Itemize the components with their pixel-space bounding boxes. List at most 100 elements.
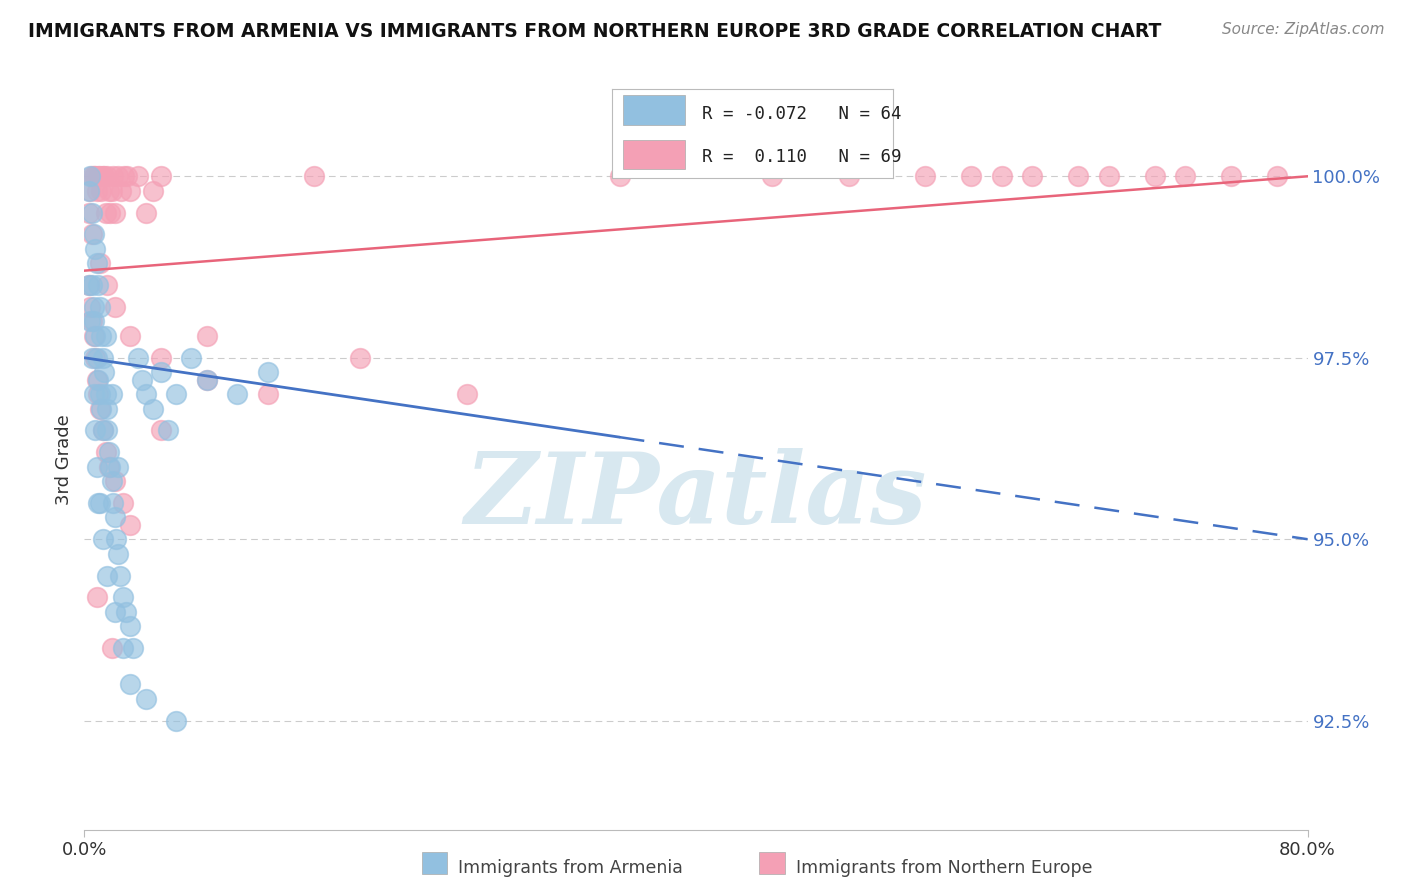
Point bbox=[94, 329, 117, 343]
Point bbox=[84, 242, 107, 256]
Point bbox=[195, 372, 218, 386]
Point bbox=[89, 169, 111, 184]
Point bbox=[79, 300, 101, 314]
Point bbox=[77, 278, 100, 293]
Point bbox=[96, 423, 118, 437]
Point bbox=[89, 496, 111, 510]
Point bbox=[86, 256, 108, 270]
Point bbox=[111, 496, 134, 510]
Point bbox=[105, 533, 128, 547]
Point bbox=[91, 351, 114, 365]
Point bbox=[86, 351, 108, 365]
Point bbox=[83, 387, 105, 401]
Point bbox=[79, 184, 101, 198]
Point bbox=[87, 372, 110, 386]
Point bbox=[107, 459, 129, 474]
Point bbox=[991, 169, 1014, 184]
Point bbox=[157, 423, 180, 437]
Point bbox=[165, 387, 187, 401]
Point bbox=[96, 278, 118, 293]
Point bbox=[131, 372, 153, 386]
Point bbox=[257, 365, 280, 379]
Point bbox=[108, 568, 131, 582]
Point bbox=[103, 496, 125, 510]
Point bbox=[195, 329, 218, 343]
Y-axis label: 3rd Grade: 3rd Grade bbox=[55, 414, 73, 505]
Point bbox=[87, 169, 110, 184]
Point bbox=[104, 474, 127, 488]
Point bbox=[107, 547, 129, 561]
Point bbox=[302, 169, 325, 184]
Point bbox=[87, 387, 110, 401]
Point bbox=[120, 184, 142, 198]
Point bbox=[149, 423, 172, 437]
Text: Immigrants from Northern Europe: Immigrants from Northern Europe bbox=[796, 859, 1092, 877]
Point bbox=[609, 169, 631, 184]
Point bbox=[120, 329, 142, 343]
Point bbox=[86, 459, 108, 474]
Point bbox=[180, 351, 202, 365]
Point bbox=[86, 372, 108, 386]
Point bbox=[91, 423, 114, 437]
Point bbox=[104, 205, 127, 219]
Point bbox=[111, 591, 134, 605]
Point bbox=[80, 278, 103, 293]
Point bbox=[77, 184, 100, 198]
Point bbox=[83, 300, 105, 314]
Point bbox=[149, 169, 172, 184]
Point bbox=[135, 205, 157, 219]
Point bbox=[135, 387, 157, 401]
Point bbox=[1067, 169, 1090, 184]
Bar bbox=[623, 140, 685, 169]
Point bbox=[79, 169, 101, 184]
Point bbox=[80, 351, 103, 365]
Point bbox=[761, 169, 783, 184]
Point bbox=[84, 423, 107, 437]
Point bbox=[89, 256, 111, 270]
Point bbox=[94, 445, 117, 459]
Point bbox=[104, 510, 127, 524]
Point bbox=[90, 184, 112, 198]
Text: Source: ZipAtlas.com: Source: ZipAtlas.com bbox=[1222, 22, 1385, 37]
Point bbox=[135, 692, 157, 706]
Point bbox=[120, 619, 142, 633]
Point bbox=[112, 169, 135, 184]
Point bbox=[83, 227, 105, 242]
Point bbox=[101, 184, 124, 198]
Text: R = -0.072   N = 64: R = -0.072 N = 64 bbox=[702, 104, 901, 123]
Point bbox=[456, 387, 478, 401]
Point bbox=[96, 401, 118, 416]
Point bbox=[93, 169, 115, 184]
Point bbox=[77, 205, 100, 219]
Point bbox=[103, 169, 125, 184]
Point bbox=[87, 278, 110, 293]
Point bbox=[98, 205, 121, 219]
Point bbox=[838, 169, 860, 184]
Point bbox=[110, 184, 132, 198]
Point bbox=[115, 169, 138, 184]
Point bbox=[195, 372, 218, 386]
Text: ZIPatlas: ZIPatlas bbox=[465, 448, 927, 545]
Bar bbox=[623, 95, 685, 125]
Point bbox=[101, 387, 124, 401]
Point bbox=[149, 365, 172, 379]
Point bbox=[89, 300, 111, 314]
Point bbox=[165, 714, 187, 728]
Point bbox=[127, 351, 149, 365]
Point bbox=[104, 300, 127, 314]
Point bbox=[257, 387, 280, 401]
Point bbox=[87, 496, 110, 510]
Point bbox=[1174, 169, 1197, 184]
Point bbox=[1220, 169, 1243, 184]
Point bbox=[90, 329, 112, 343]
Point bbox=[91, 169, 114, 184]
Point bbox=[111, 641, 134, 656]
Point bbox=[142, 184, 165, 198]
Point bbox=[114, 605, 136, 619]
Point bbox=[84, 329, 107, 343]
Point bbox=[97, 184, 120, 198]
Point bbox=[142, 401, 165, 416]
Point bbox=[83, 314, 105, 328]
Point bbox=[914, 169, 936, 184]
Point bbox=[91, 423, 114, 437]
